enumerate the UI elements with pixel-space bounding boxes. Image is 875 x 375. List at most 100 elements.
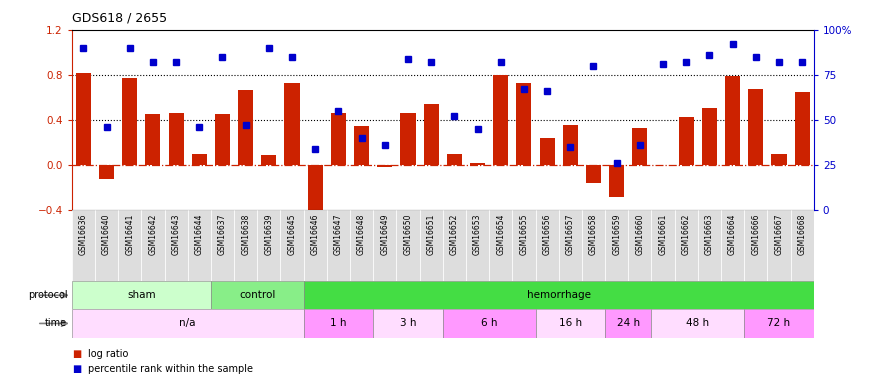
- Bar: [304, 309, 374, 338]
- Bar: [725, 76, 740, 165]
- Text: 1 h: 1 h: [330, 318, 346, 328]
- Bar: [401, 113, 416, 165]
- Bar: [304, 281, 814, 309]
- Bar: [262, 155, 276, 165]
- Bar: [374, 309, 443, 338]
- Text: 24 h: 24 h: [617, 318, 640, 328]
- Bar: [164, 210, 188, 281]
- Bar: [536, 210, 559, 281]
- Text: GSM16650: GSM16650: [403, 214, 412, 255]
- Bar: [563, 124, 578, 165]
- Text: GSM16653: GSM16653: [473, 214, 482, 255]
- Bar: [447, 154, 462, 165]
- Text: n/a: n/a: [179, 318, 196, 328]
- Text: GSM16657: GSM16657: [566, 214, 575, 255]
- Bar: [211, 210, 235, 281]
- Bar: [424, 104, 438, 165]
- Text: GDS618 / 2655: GDS618 / 2655: [72, 11, 167, 24]
- Bar: [489, 210, 513, 281]
- Bar: [374, 210, 396, 281]
- Text: GSM16648: GSM16648: [357, 214, 366, 255]
- Bar: [169, 113, 184, 165]
- Bar: [420, 210, 443, 281]
- Text: GSM16641: GSM16641: [125, 214, 134, 255]
- Bar: [284, 83, 299, 165]
- Text: GSM16639: GSM16639: [264, 214, 273, 255]
- Bar: [748, 88, 763, 165]
- Bar: [582, 210, 605, 281]
- Bar: [72, 281, 211, 309]
- Text: GSM16649: GSM16649: [381, 214, 389, 255]
- Bar: [698, 210, 721, 281]
- Text: GSM16640: GSM16640: [102, 214, 111, 255]
- Text: 3 h: 3 h: [400, 318, 416, 328]
- Bar: [72, 210, 95, 281]
- Bar: [331, 113, 346, 165]
- Text: time: time: [46, 318, 67, 328]
- Bar: [215, 114, 230, 165]
- Bar: [702, 108, 717, 165]
- Text: protocol: protocol: [28, 290, 67, 300]
- Bar: [628, 210, 651, 281]
- Bar: [675, 210, 698, 281]
- Bar: [651, 309, 744, 338]
- Text: sham: sham: [127, 290, 156, 300]
- Bar: [327, 210, 350, 281]
- Bar: [651, 210, 675, 281]
- Text: GSM16642: GSM16642: [149, 214, 157, 255]
- Bar: [744, 309, 814, 338]
- Text: ■: ■: [72, 364, 81, 374]
- Text: GSM16652: GSM16652: [450, 214, 458, 255]
- Text: GSM16667: GSM16667: [774, 214, 783, 255]
- Text: percentile rank within the sample: percentile rank within the sample: [88, 364, 253, 374]
- Bar: [606, 210, 628, 281]
- Bar: [234, 210, 257, 281]
- Bar: [466, 210, 489, 281]
- Bar: [744, 210, 767, 281]
- Text: 6 h: 6 h: [481, 318, 497, 328]
- Text: 48 h: 48 h: [686, 318, 710, 328]
- Bar: [188, 210, 211, 281]
- Text: GSM16651: GSM16651: [427, 214, 436, 255]
- Text: GSM16666: GSM16666: [752, 214, 760, 255]
- Bar: [606, 309, 651, 338]
- Text: GSM16636: GSM16636: [79, 214, 88, 255]
- Bar: [211, 281, 304, 309]
- Text: GSM16654: GSM16654: [496, 214, 505, 255]
- Bar: [536, 309, 606, 338]
- Text: GSM16663: GSM16663: [705, 214, 714, 255]
- Bar: [767, 210, 791, 281]
- Bar: [396, 210, 420, 281]
- Text: GSM16656: GSM16656: [542, 214, 551, 255]
- Text: GSM16655: GSM16655: [520, 214, 528, 255]
- Text: GSM16662: GSM16662: [682, 214, 690, 255]
- Text: GSM16637: GSM16637: [218, 214, 227, 255]
- Text: hemorrhage: hemorrhage: [527, 290, 591, 300]
- Bar: [443, 309, 536, 338]
- Text: 16 h: 16 h: [559, 318, 582, 328]
- Text: log ratio: log ratio: [88, 350, 128, 359]
- Text: GSM16638: GSM16638: [242, 214, 250, 255]
- Text: GSM16643: GSM16643: [172, 214, 180, 255]
- Bar: [257, 210, 280, 281]
- Bar: [559, 210, 582, 281]
- Bar: [443, 210, 466, 281]
- Bar: [142, 210, 164, 281]
- Bar: [516, 83, 531, 165]
- Bar: [794, 92, 809, 165]
- Text: GSM16659: GSM16659: [612, 214, 621, 255]
- Bar: [123, 78, 137, 165]
- Bar: [679, 117, 694, 165]
- Bar: [540, 138, 555, 165]
- Text: ■: ■: [72, 350, 81, 359]
- Text: GSM16644: GSM16644: [195, 214, 204, 255]
- Text: control: control: [239, 290, 276, 300]
- Bar: [99, 165, 114, 178]
- Bar: [95, 210, 118, 281]
- Text: GSM16647: GSM16647: [334, 214, 343, 255]
- Bar: [513, 210, 536, 281]
- Bar: [633, 128, 648, 165]
- Bar: [72, 309, 304, 338]
- Bar: [280, 210, 304, 281]
- Text: GSM16660: GSM16660: [635, 214, 644, 255]
